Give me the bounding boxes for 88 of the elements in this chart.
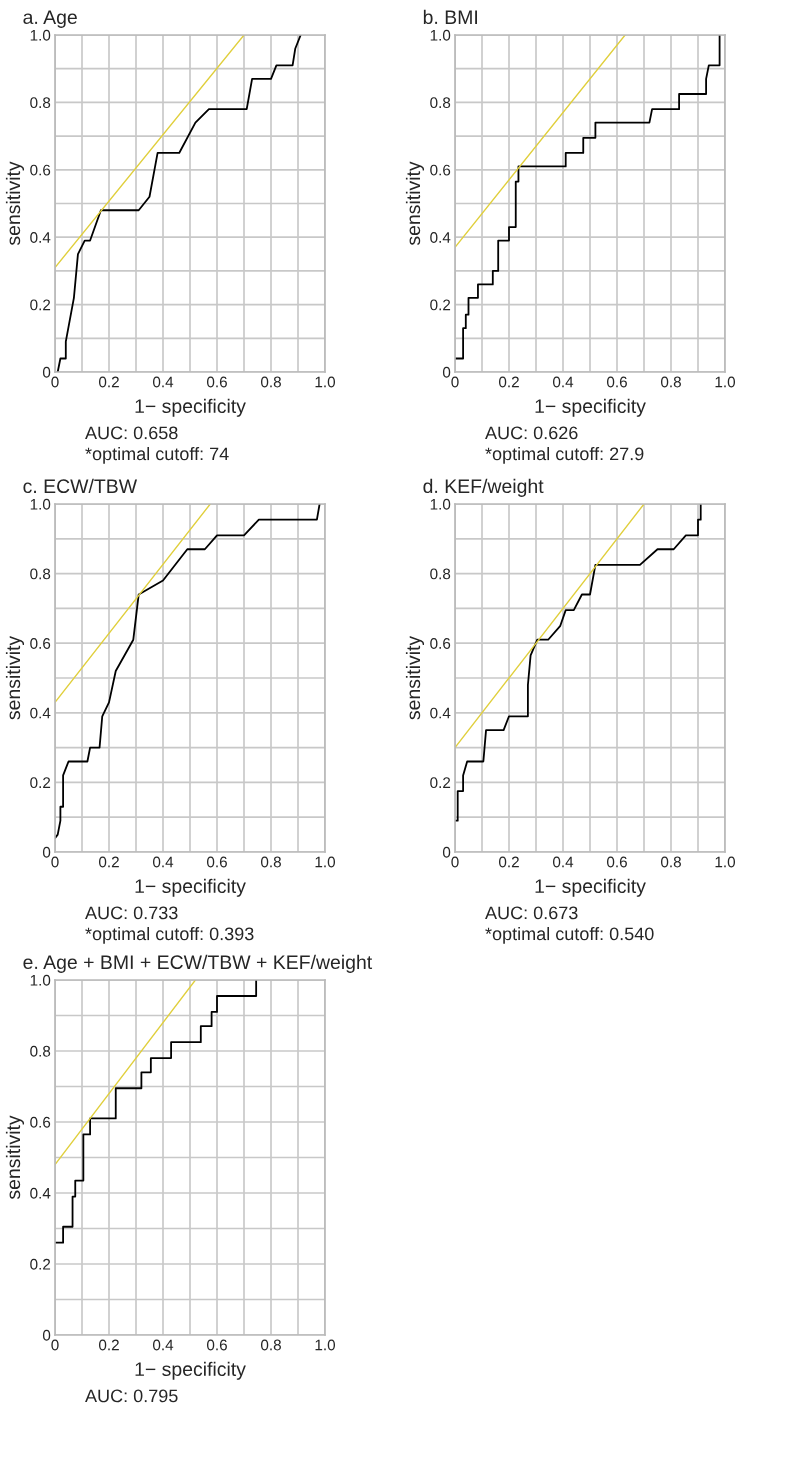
x-axis-title: 1− specificity	[535, 398, 646, 417]
y-tick-label: 0.6	[430, 638, 451, 649]
x-tick-label: 0.4	[552, 376, 574, 388]
x-axis-title: 1− specificity	[135, 878, 246, 897]
x-tick-label: 0	[51, 376, 59, 388]
text: AUC: 0.658	[85, 426, 178, 440]
y-tick-label: 0.8	[30, 1045, 51, 1057]
chart-title: a. Age	[23, 10, 77, 28]
x-tick-label: 0.8	[260, 376, 281, 388]
chart-title: b. BMI	[423, 9, 477, 25]
x-tick-label: 0.2	[98, 856, 119, 868]
x-tick-label: 0	[51, 1339, 59, 1351]
line-series	[55, 504, 321, 839]
x-tick-label: 0.4	[552, 856, 574, 868]
text: *optimal cutoff: 0.540	[485, 927, 654, 944]
y-tick-label: 0	[42, 366, 51, 378]
y-tick-label: 0.4	[30, 707, 51, 719]
y-tick-label: 0.4	[430, 707, 451, 719]
text: AUC: 0.626	[485, 426, 578, 440]
text: AUC: 0.733	[85, 906, 178, 920]
y-axis-title: sensitivity	[5, 1115, 25, 1200]
y-tick-label: 1.0	[430, 29, 451, 41]
y-tick-label: 0.8	[30, 97, 51, 109]
y-tick-label: 0	[42, 1329, 51, 1341]
x-axis-title: 1− specificity	[135, 398, 246, 417]
y-tick-label: 0.2	[30, 299, 51, 311]
y-tick-label: 1.0	[430, 498, 451, 510]
y-tick-label: 0	[442, 846, 451, 858]
x-tick-label: 0.4	[152, 1339, 174, 1351]
x-axis-title: 1− specificity	[135, 1361, 246, 1380]
line-series	[455, 504, 702, 822]
x-tick-label: 0.2	[98, 1339, 119, 1351]
line-series	[55, 980, 258, 1244]
y-tick-label: 0.2	[430, 299, 451, 311]
x-tick-label: 0.8	[260, 856, 281, 868]
y-tick-label: 0.4	[30, 232, 51, 243]
y-tick-label: 0.8	[430, 97, 451, 109]
y-tick-label: 1.0	[30, 498, 51, 510]
y-axis-title: sensitivity	[405, 161, 425, 246]
line-series	[455, 35, 721, 360]
y-axis-title: sensitivity	[5, 161, 25, 246]
x-tick-label: 0.6	[606, 856, 627, 868]
y-tick-label: 0.2	[30, 1258, 51, 1270]
x-tick-label: 0.4	[152, 856, 174, 868]
y-tick-label: 1.0	[30, 974, 51, 986]
x-tick-label: 0.8	[260, 1339, 281, 1351]
x-tick-label: 0.8	[660, 376, 681, 388]
x-tick-label: 0	[51, 856, 59, 868]
y-tick-label: 0	[42, 846, 51, 858]
chart-title: d. KEF/weight	[423, 478, 544, 497]
x-tick-label: 1.0	[315, 376, 336, 388]
y-axis-title: sensitivity	[405, 635, 425, 720]
x-tick-label: 1.0	[315, 856, 336, 868]
x-tick-label: 1.0	[315, 1339, 336, 1351]
text: AUC: 0.673	[485, 906, 578, 920]
x-tick-label: 0.6	[606, 376, 627, 388]
y-tick-label: 0.4	[430, 232, 451, 243]
x-tick-label: 0.2	[498, 856, 519, 868]
text: *optimal cutoff: 74	[85, 447, 229, 464]
y-axis-title: sensitivity	[5, 635, 25, 720]
x-tick-label: 0.6	[206, 376, 227, 388]
x-tick-label: 1.0	[715, 856, 736, 868]
text: AUC: 0.795	[85, 1389, 178, 1403]
y-tick-label: 0.8	[30, 568, 51, 580]
y-tick-label: 0.8	[430, 568, 451, 580]
x-tick-label: 0	[451, 856, 459, 868]
chart-title: c. ECW/TBW	[23, 478, 138, 494]
x-tick-label: 0.6	[206, 856, 227, 868]
y-tick-label: 0.2	[430, 777, 451, 789]
y-tick-label: 0.6	[430, 164, 451, 176]
x-tick-label: 0.8	[660, 856, 681, 868]
x-tick-label: 0	[451, 376, 459, 388]
chart-title: e. Age + BMI + ECW/TBW + KEF/weight	[23, 954, 373, 973]
text: *optimal cutoff: 27.9	[485, 447, 644, 464]
y-tick-label: 0.2	[30, 777, 51, 789]
x-tick-label: 1.0	[715, 376, 736, 388]
y-tick-label: 0.4	[30, 1187, 51, 1199]
y-tick-label: 0	[442, 366, 451, 378]
text: *optimal cutoff: 0.393	[85, 927, 254, 944]
x-tick-label: 0.4	[152, 376, 174, 388]
x-tick-label: 0.6	[206, 1339, 227, 1351]
y-tick-label: 0.6	[30, 1116, 51, 1128]
y-tick-label: 0.6	[30, 164, 51, 176]
x-tick-label: 0.2	[498, 376, 519, 388]
x-axis-title: 1− specificity	[535, 878, 646, 897]
x-tick-label: 0.2	[98, 376, 119, 388]
y-tick-label: 0.6	[30, 638, 51, 649]
y-tick-label: 1.0	[30, 29, 51, 41]
